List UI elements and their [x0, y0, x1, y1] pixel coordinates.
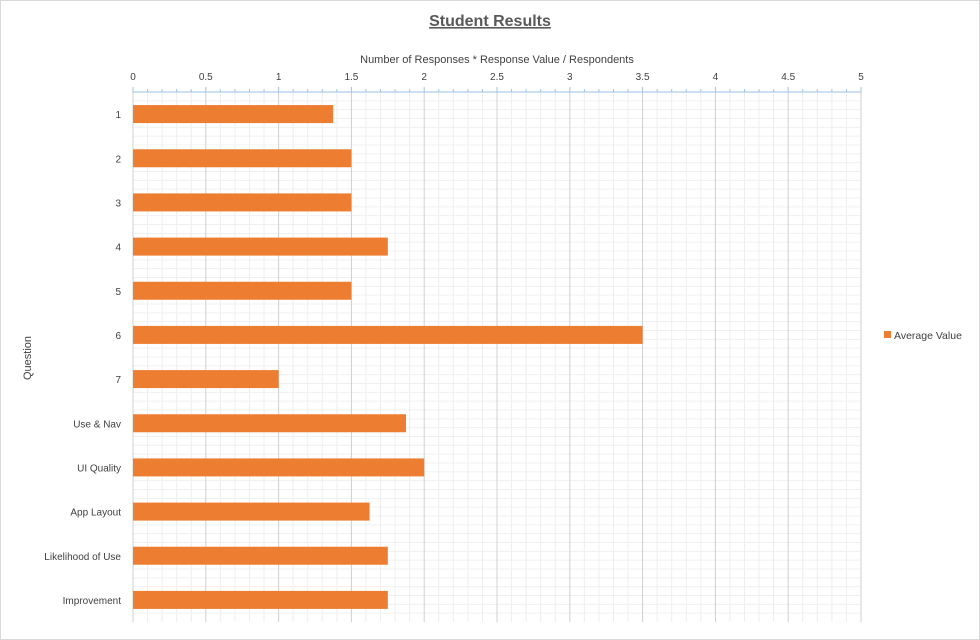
x-tick-label: 3 — [567, 72, 573, 83]
bar — [133, 370, 279, 389]
bar — [133, 590, 388, 609]
x-tick-label: 1.5 — [344, 72, 358, 83]
bar — [133, 546, 388, 565]
y-tick-label: 3 — [115, 198, 121, 209]
bar — [133, 105, 334, 124]
x-tick-label: 5 — [858, 72, 864, 83]
x-tick-label: 3.5 — [636, 72, 650, 83]
bar — [133, 502, 370, 521]
x-axis-title: Number of Responses * Response Value / R… — [360, 54, 634, 66]
y-tick-label: UI Quality — [77, 463, 121, 474]
y-tick-label: App Layout — [70, 508, 121, 519]
y-tick-label: 5 — [115, 287, 121, 298]
bar — [133, 458, 425, 477]
bar — [133, 414, 406, 433]
legend-swatch — [884, 331, 891, 338]
gridlines — [132, 92, 862, 622]
legend: Average Value — [884, 330, 962, 342]
x-tick-label: 0 — [130, 72, 136, 83]
x-tick-label: 0.5 — [199, 72, 213, 83]
bar — [133, 325, 643, 344]
bar — [133, 149, 352, 168]
y-tick-label: 2 — [115, 154, 121, 165]
bar — [133, 281, 352, 300]
x-tick-label: 4.5 — [781, 72, 795, 83]
x-tick-label: 2 — [421, 72, 427, 83]
chart-title: Student Results — [429, 13, 551, 30]
bar — [133, 237, 388, 256]
bar — [133, 193, 352, 212]
x-tick-label: 1 — [276, 72, 282, 83]
bars — [133, 105, 643, 609]
y-tick-label: 1 — [115, 110, 121, 121]
axes: 0 0.5 1 1.5 2 2.5 3 3.5 4 4.5 5 1 2 3 4 5 6 7 Use & Nav UI … — [44, 72, 864, 607]
y-tick-label: Use & Nav — [73, 419, 121, 430]
y-tick-label: Improvement — [63, 596, 122, 607]
y-tick-label: 7 — [115, 375, 121, 386]
y-tick-label: 6 — [115, 331, 121, 342]
y-tick-label: Likelihood of Use — [44, 552, 121, 563]
x-tick-label: 2.5 — [490, 72, 504, 83]
x-tick-label: 4 — [713, 72, 719, 83]
y-axis-title: Question — [22, 336, 34, 380]
legend-label: Average Value — [894, 330, 962, 342]
y-tick-label: 4 — [115, 243, 121, 254]
